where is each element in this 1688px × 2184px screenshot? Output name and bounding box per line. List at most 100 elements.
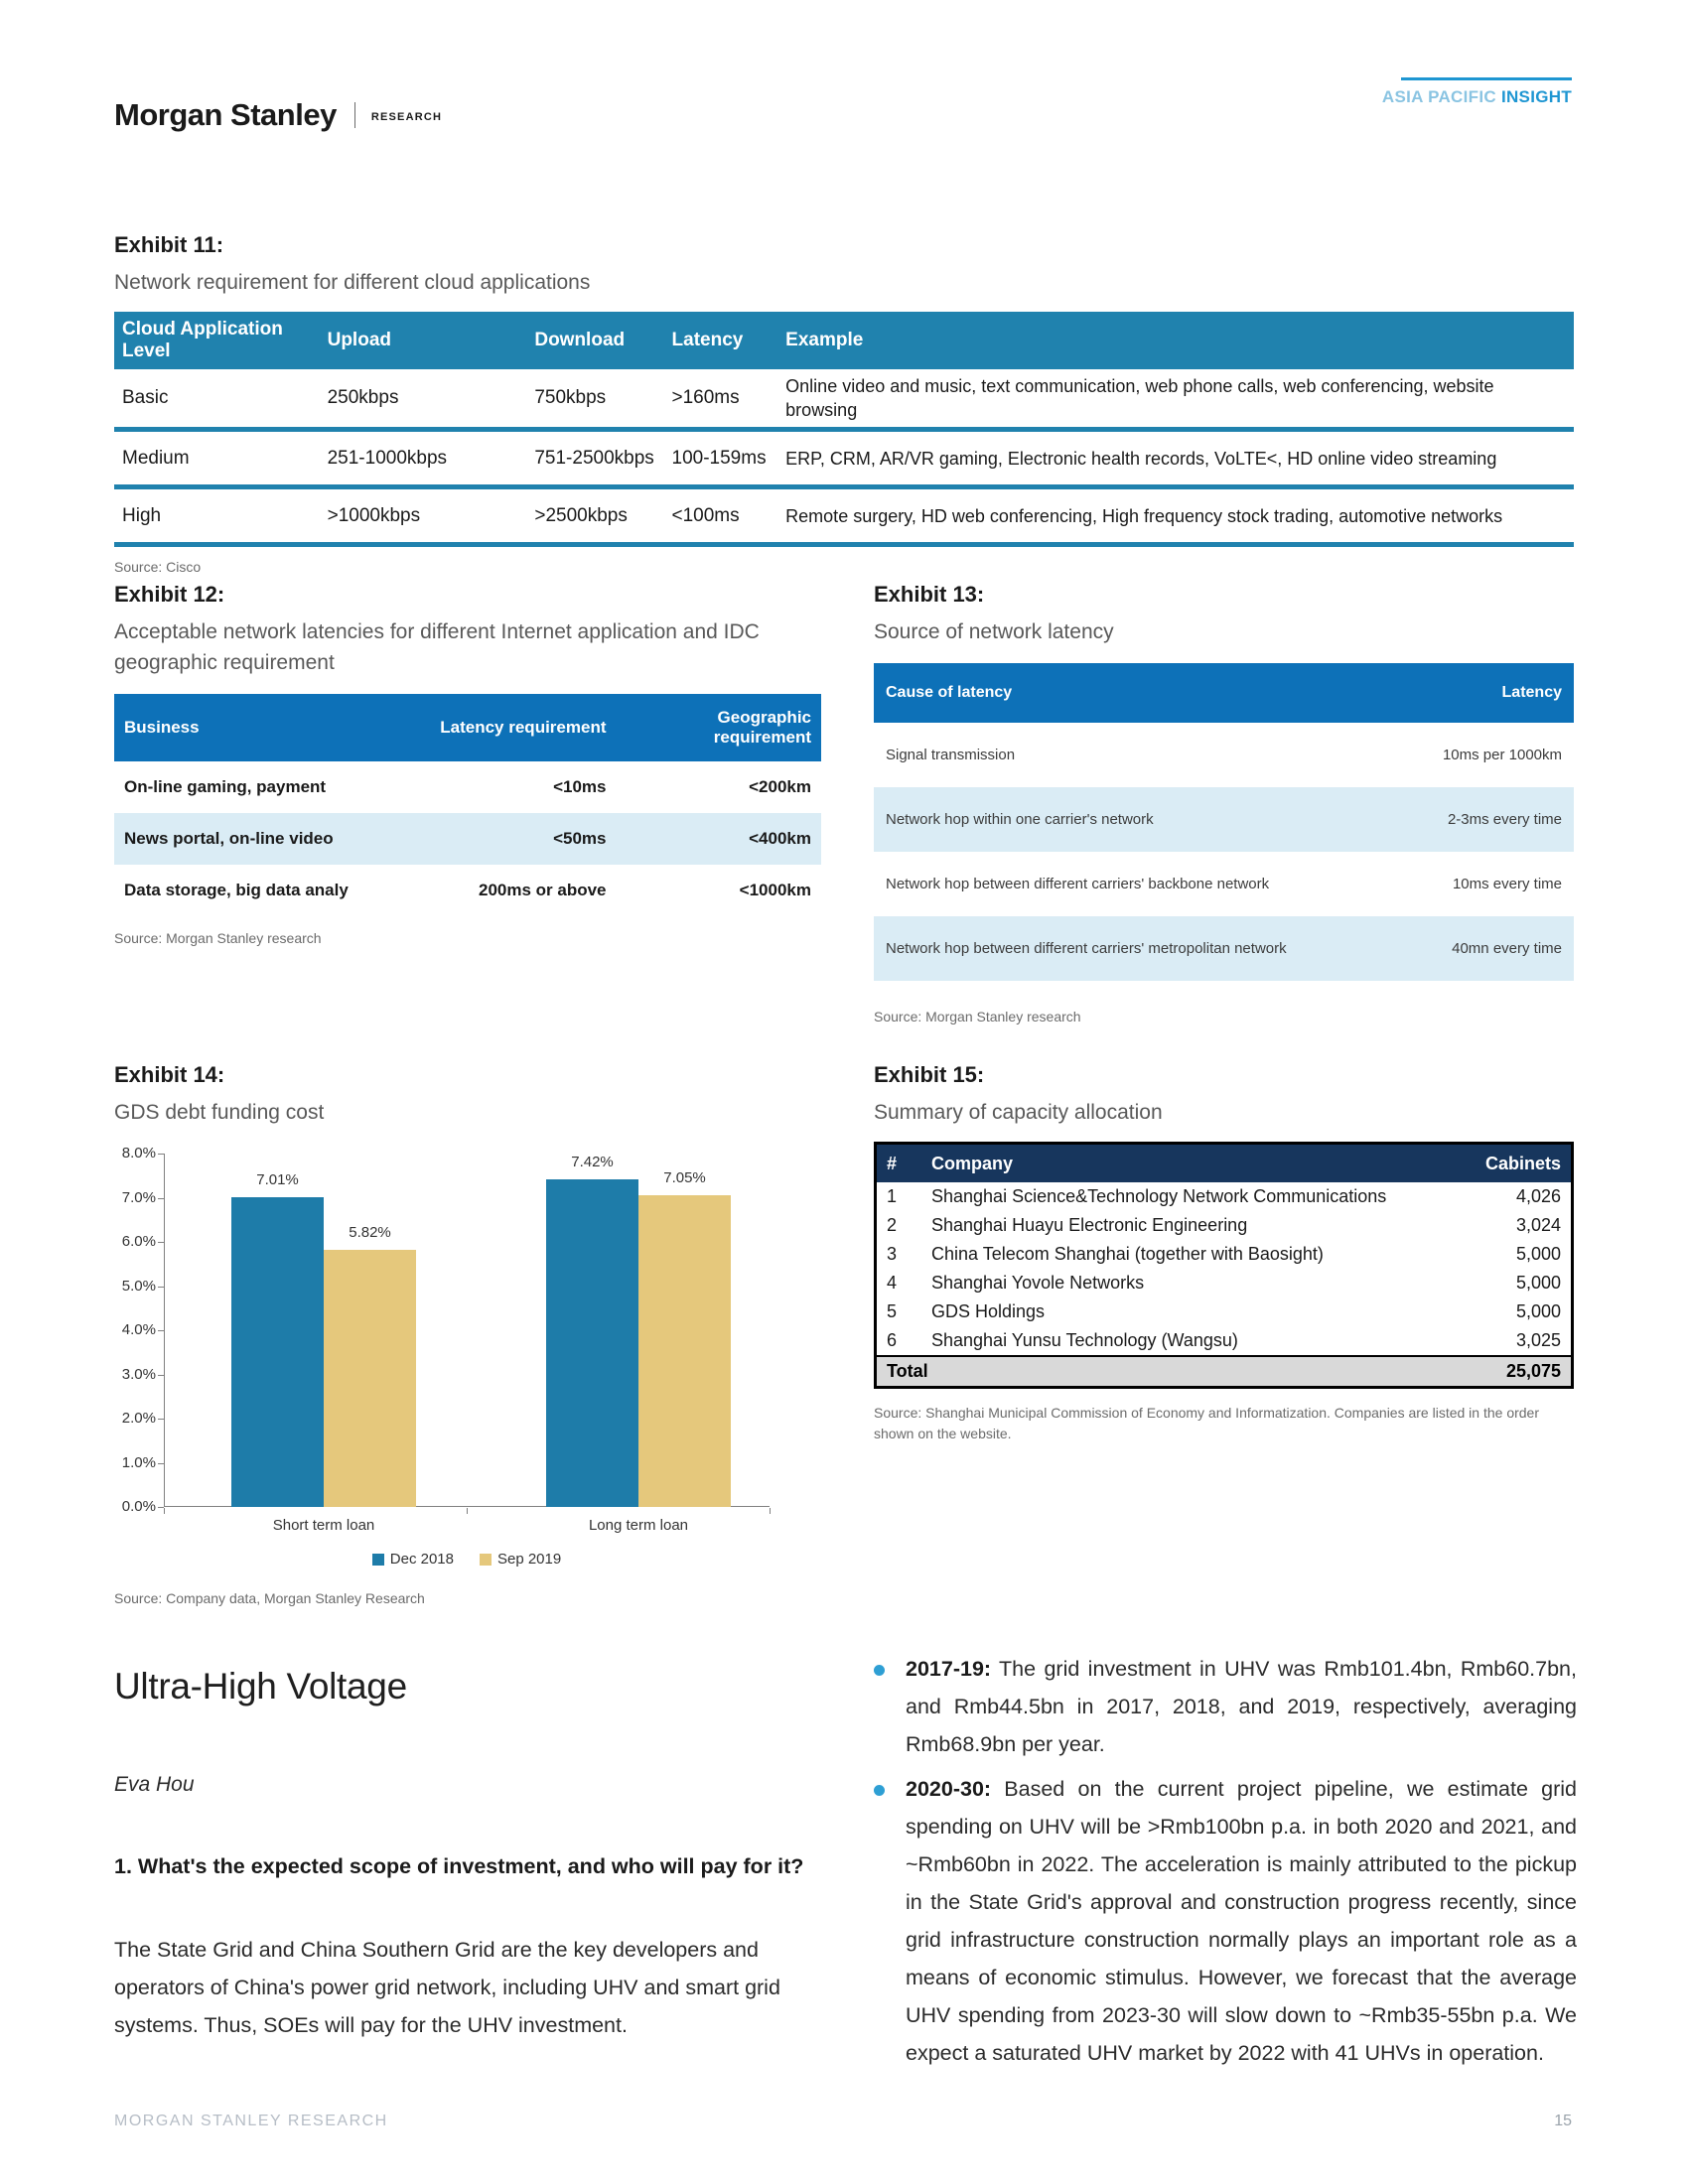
table-cell: Signal transmission	[886, 747, 1016, 763]
legend-swatch	[479, 1553, 492, 1566]
column-header: Cause of latency	[874, 663, 1323, 723]
table-cell: <100ms	[671, 504, 740, 526]
table-header-row: Cause of latency Latency	[874, 663, 1574, 723]
table-cell: 40mn every time	[1322, 916, 1574, 981]
table-cell: 1	[887, 1186, 898, 1206]
table-cell: <10ms	[553, 777, 607, 796]
exhibit-14-subtitle: GDS debt funding cost	[114, 1101, 325, 1124]
table-cell: On-line gaming, payment	[124, 777, 327, 796]
column-header: Latency	[671, 312, 786, 369]
table-cell: 5,000	[1515, 1273, 1561, 1293]
exhibit-14-source: Source: Company data, Morgan Stanley Res…	[114, 1590, 425, 1606]
table-cell: 4,026	[1515, 1186, 1561, 1206]
table-cell: GDS Holdings	[931, 1301, 1046, 1321]
table-cell: Remote surgery, HD web conferencing, Hig…	[785, 505, 1503, 526]
exhibit-13-subtitle: Source of network latency	[874, 620, 1114, 643]
y-axis-tick-mark	[158, 1330, 164, 1331]
exhibit-11-source: Source: Cisco	[114, 559, 202, 575]
table-cell: >2500kbps	[534, 504, 628, 526]
table-row: 6 Shanghai Yunsu Technology (Wangsu) 3,025	[877, 1326, 1571, 1355]
y-axis-tick-mark	[158, 1242, 164, 1243]
exhibit-14: Exhibit 14: GDS debt funding cost 0.0% 1.…	[114, 1062, 809, 1608]
table-row: 1 Shanghai Science&Technology Network Com…	[877, 1182, 1571, 1211]
table-cell: <50ms	[425, 813, 617, 865]
bullet-item: 2020-30: Based on the current project pi…	[866, 1770, 1577, 2072]
exhibit-11-subtitle: Network requirement for different cloud …	[114, 271, 591, 294]
table-cell: <1000km	[739, 881, 811, 899]
table-cell: Basic	[122, 387, 169, 408]
x-axis-category-label: Long term loan	[588, 1517, 689, 1534]
exhibit-12-title: Exhibit 12:	[114, 582, 225, 607]
table-cell: Shanghai Science&Technology Network Comm…	[931, 1186, 1387, 1206]
exhibit-15-table: # Company Cabinets 1 Shanghai Science&Techn…	[877, 1145, 1571, 1355]
table-row: Network hop between different carriers' …	[874, 852, 1574, 916]
table-row: Basic 250kbps 750kbps >160ms Online video an…	[114, 369, 1574, 430]
table-row: On-line gaming, payment <10ms <200km	[114, 761, 821, 813]
author-name: Eva Hou	[114, 1773, 195, 1796]
table-cell: <400km	[616, 813, 821, 865]
table-header-row: Business Latency requirement Geographic re…	[114, 694, 821, 761]
x-axis-category-label: Short term loan	[272, 1517, 375, 1534]
table-cell: Shanghai Yunsu Technology (Wangsu)	[931, 1330, 1238, 1350]
y-axis-tick-label: 1.0%	[121, 1453, 156, 1471]
table-cell: 200ms or above	[478, 881, 607, 899]
bullet-lead: 2020-30:	[906, 1777, 992, 1801]
exhibit-11: Exhibit 11: Network requirement for diff…	[114, 232, 1574, 577]
bullet-item: 2017-19: The grid investment in UHV was …	[866, 1650, 1577, 1763]
table-row: Network hop between different carriers' …	[874, 916, 1574, 981]
research-label: RESEARCH	[370, 111, 443, 123]
x-axis-tick-mark	[467, 1508, 468, 1514]
table-cell: Network hop between different carriers' …	[874, 916, 1323, 981]
legend-item: Dec 2018	[371, 1551, 454, 1568]
exhibit-12: Exhibit 12: Acceptable network latencies…	[114, 582, 821, 948]
exhibit-11-table: Cloud Application Level Upload Download Lat…	[114, 312, 1574, 547]
table-cell: <200km	[749, 777, 811, 796]
banner-rule	[1401, 77, 1572, 80]
page-number: 15	[1554, 2113, 1572, 2129]
table-cell: 10ms per 1000km	[1442, 747, 1562, 763]
debt-funding-cost-chart: 0.0% 1.0% 2.0% 3.0% 4.0% 5.0% 6.0% 7.0% 8.0% 7.01…	[114, 1138, 809, 1582]
total-label: Total	[887, 1361, 928, 1381]
x-axis-tick-mark	[164, 1508, 165, 1514]
morgan-stanley-logo: Morgan Stanley	[114, 97, 337, 132]
bar-value-label: 7.05%	[663, 1169, 706, 1187]
column-header: Latency	[1322, 663, 1574, 723]
table-cell: 5	[887, 1301, 898, 1321]
column-header: Upload	[327, 312, 535, 369]
exhibit-15-table-wrap: # Company Cabinets 1 Shanghai Science&Techn…	[874, 1142, 1574, 1389]
exhibit-15: Exhibit 15: Summary of capacity allocati…	[874, 1062, 1574, 1444]
y-axis-tick-label: 5.0%	[121, 1277, 156, 1295]
y-axis-tick-mark	[158, 1374, 164, 1376]
table-cell: >1000kbps	[327, 504, 421, 526]
exhibit-13-table: Cause of latency Latency Signal transmiss…	[874, 663, 1574, 981]
table-cell: 751-2500kbps	[534, 447, 654, 469]
question-heading: 1. What's the expected scope of investme…	[114, 1854, 804, 1878]
uhv-section: Ultra-High Voltage Eva Hou 1. What's the…	[114, 1666, 824, 2044]
exhibit-15-source: Source: Shanghai Municipal Commission of…	[874, 1405, 1540, 1441]
report-series-banner: ASIA PACIFIC INSIGHT	[1382, 77, 1572, 107]
body-paragraph: The State Grid and China Southern Grid a…	[114, 1938, 780, 2037]
table-cell: 2-3ms every time	[1322, 787, 1574, 852]
legend-label: Sep 2019	[496, 1551, 562, 1568]
table-cell: China Telecom Shanghai (together with Ba…	[931, 1244, 1324, 1264]
x-axis-tick-mark	[770, 1508, 771, 1514]
table-cell: Network hop within one carrier's network	[874, 787, 1323, 852]
y-axis-tick-label: 2.0%	[121, 1410, 156, 1427]
table-header-row: # Company Cabinets	[877, 1145, 1571, 1182]
table-cell: 4	[887, 1273, 898, 1293]
table-cell: 250kbps	[327, 387, 399, 408]
column-header: Download	[534, 312, 672, 369]
y-axis-tick-mark	[158, 1197, 164, 1199]
table-row: 3 China Telecom Shanghai (together with B…	[877, 1240, 1571, 1269]
y-axis-tick-mark	[158, 1419, 164, 1420]
total-row: Total 25,075	[877, 1355, 1571, 1386]
column-header: Latency requirement	[425, 694, 617, 761]
bar-value-label: 7.42%	[571, 1153, 614, 1170]
table-cell: 3,025	[1515, 1330, 1561, 1350]
table-cell: 10ms every time	[1452, 876, 1562, 892]
bar-dec-2018	[546, 1178, 638, 1507]
bullet-lead: 2017-19:	[906, 1657, 992, 1681]
legend-item: Sep 2019	[479, 1551, 562, 1568]
banner-insight: INSIGHT	[1500, 87, 1572, 106]
table-row: News portal, on-line video <50ms <400km	[114, 813, 821, 865]
